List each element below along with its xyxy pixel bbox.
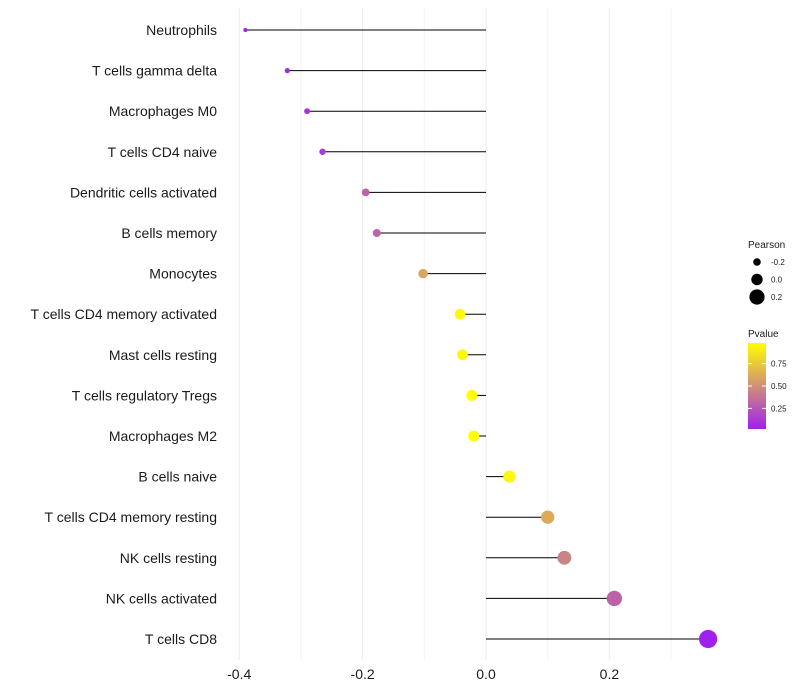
lollipop-stems (245, 29, 709, 640)
lollipop-dot (418, 268, 428, 279)
x-tick-label: -0.4 (227, 666, 251, 682)
y-category-label: B cells memory (121, 225, 217, 241)
size-legend-items: -0.2 0.0 0.2 (749, 258, 785, 305)
lollipop-dot (698, 629, 718, 649)
color-legend-label: 0.25 (771, 404, 787, 413)
y-axis-labels: Neutrophils T cells gamma delta Macrophage… (31, 22, 218, 647)
y-category-label: Mast cells resting (109, 347, 217, 363)
y-category-label: B cells naive (138, 469, 217, 485)
lollipop-dot (468, 430, 480, 442)
lollipop-dot (304, 108, 311, 115)
color-legend-label: 0.50 (771, 382, 787, 391)
lollipop-dot (557, 550, 572, 565)
lollipop-dot (606, 590, 623, 607)
color-legend-title: Pvalue (748, 329, 779, 340)
lollipop-dots (243, 28, 718, 649)
lollipop-dot (457, 349, 468, 361)
lollipop-dot (372, 228, 381, 238)
size-legend-label: 0.2 (771, 293, 783, 302)
y-category-label: Macrophages M2 (109, 428, 217, 444)
lollipop-dot (454, 308, 466, 320)
color-legend-label: 0.75 (771, 360, 787, 369)
y-category-label: T cells regulatory Tregs (72, 387, 217, 403)
lollipop-dot (541, 510, 555, 524)
pvalue-colorbar (748, 343, 766, 429)
size-legend-label: -0.2 (771, 258, 785, 267)
y-category-label: T cells gamma delta (92, 63, 217, 79)
size-legend-label: 0.0 (771, 276, 783, 285)
y-category-label: T cells CD4 naive (108, 144, 218, 160)
y-category-label: NK cells activated (106, 590, 217, 606)
lollipop-dot (361, 188, 370, 197)
y-category-label: NK cells resting (120, 550, 217, 566)
lollipop-dot (466, 389, 478, 401)
y-category-label: Dendritic cells activated (70, 184, 217, 200)
color-legend-ticks: 0.75 0.50 0.25 (748, 360, 787, 413)
x-tick-label: 0.2 (600, 666, 620, 682)
y-category-label: Macrophages M0 (109, 103, 217, 119)
legend: Pearson -0.2 0.0 0.2 Pvalue 0.75 0.50 0.25 (748, 240, 787, 429)
size-legend-dot (751, 273, 763, 286)
y-category-label: Neutrophils (146, 22, 217, 38)
y-category-label: T cells CD4 memory resting (45, 509, 217, 525)
y-category-label: Monocytes (149, 266, 217, 282)
lollipop-dot (319, 148, 326, 155)
lollipop-dot (503, 470, 516, 483)
lollipop-dot (284, 67, 290, 74)
size-legend-dot (753, 258, 761, 266)
lollipop-dot (243, 28, 248, 32)
size-legend-dot (749, 289, 765, 305)
grid-lines (238, 8, 672, 660)
size-legend-title: Pearson (748, 240, 785, 251)
y-category-label: T cells CD8 (145, 631, 217, 647)
x-axis-tick-labels: -0.4 -0.2 0.0 0.2 (227, 666, 619, 682)
x-tick-label: -0.2 (351, 666, 375, 682)
x-tick-label: 0.0 (476, 666, 496, 682)
y-category-label: T cells CD4 memory activated (31, 306, 217, 322)
